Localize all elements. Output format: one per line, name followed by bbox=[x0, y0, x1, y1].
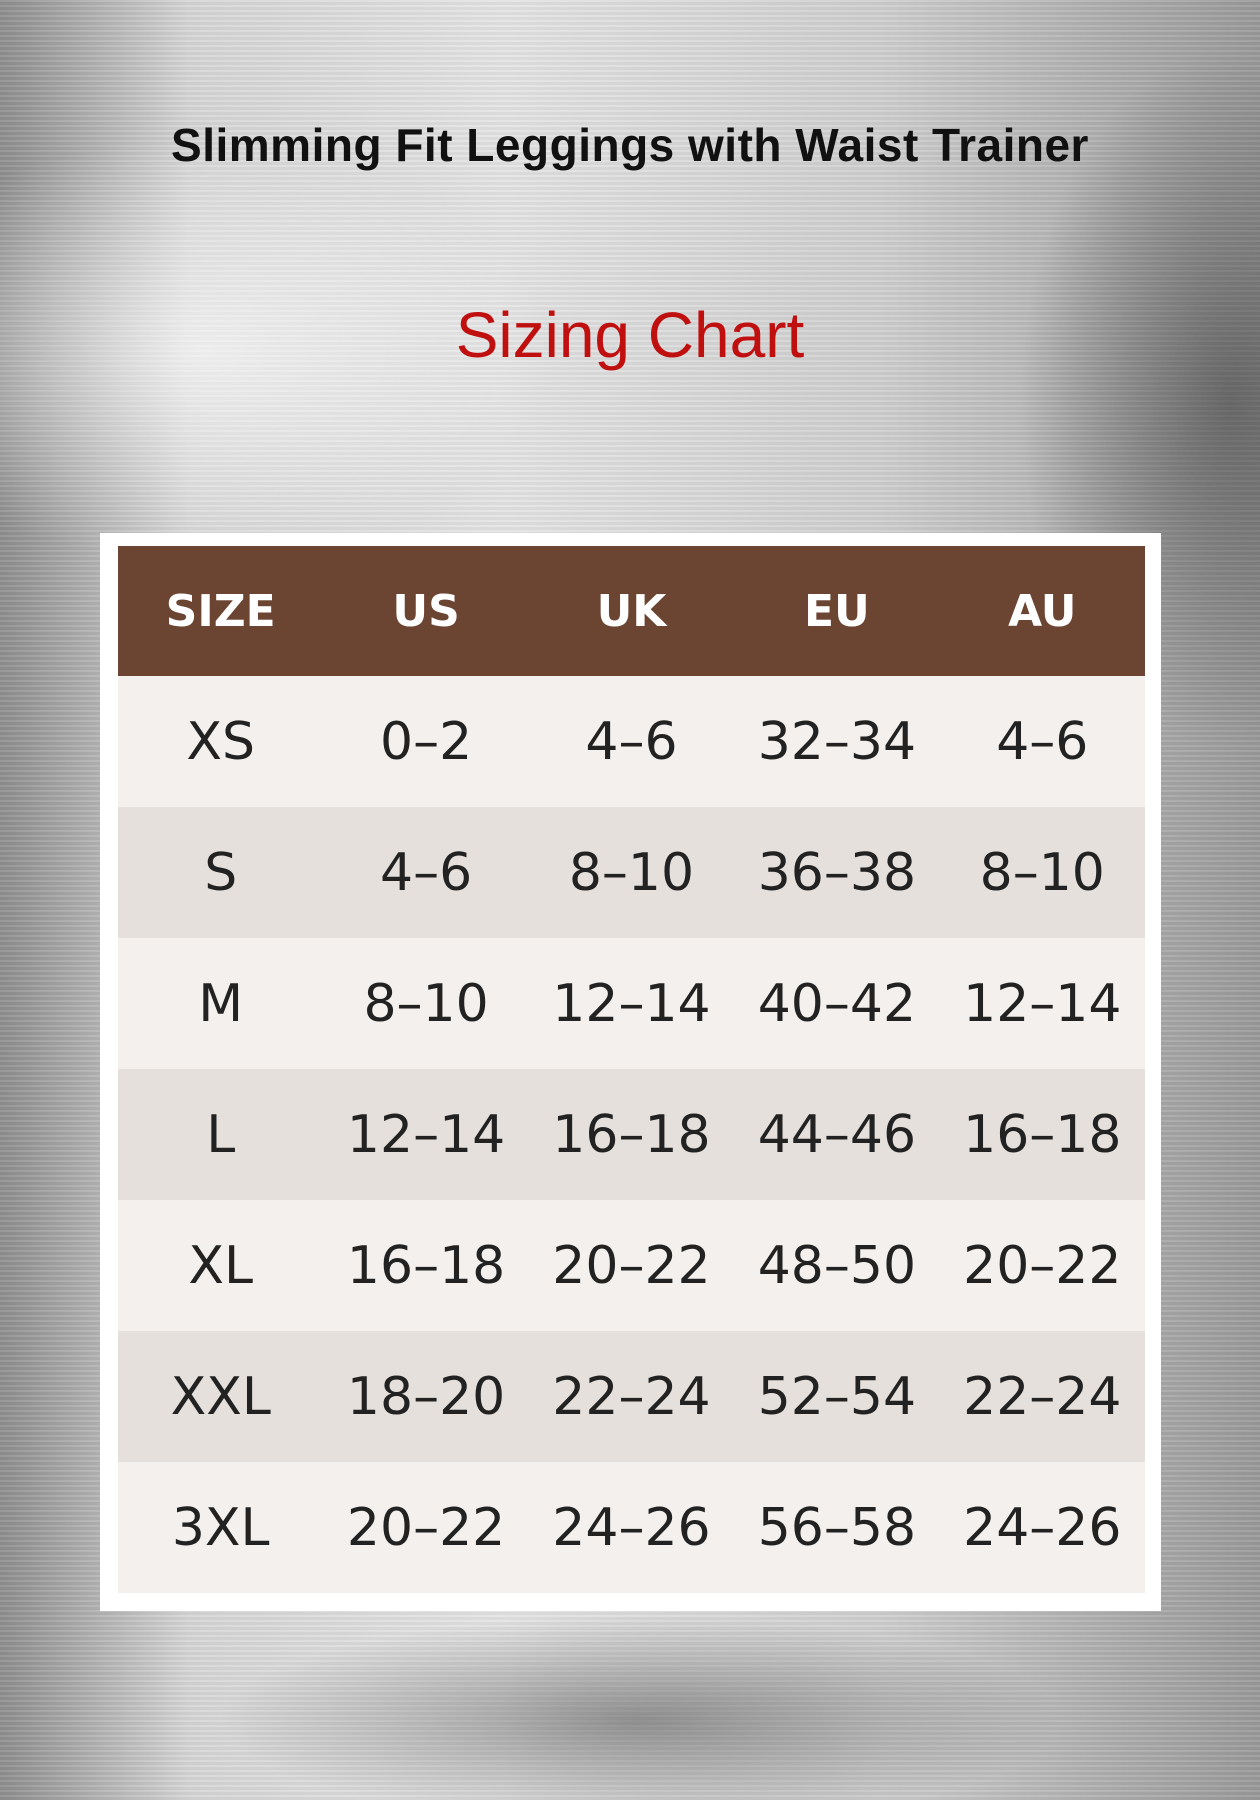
cell-size: XL bbox=[118, 1200, 324, 1331]
size-table: SIZE US UK EU AU XS 0–2 4–6 32–34 4–6 S 4–6 8–1… bbox=[118, 546, 1145, 1593]
cell-us: 0–2 bbox=[323, 676, 529, 807]
header-us: US bbox=[323, 546, 529, 676]
table-row: L 12–14 16–18 44–46 16–18 bbox=[118, 1069, 1145, 1200]
cell-uk: 12–14 bbox=[528, 938, 735, 1069]
cell-us: 16–18 bbox=[323, 1200, 529, 1331]
cell-us: 18–20 bbox=[323, 1331, 529, 1462]
cell-uk: 16–18 bbox=[528, 1069, 735, 1200]
cell-uk: 24–26 bbox=[528, 1462, 735, 1593]
size-table-frame: SIZE US UK EU AU XS 0–2 4–6 32–34 4–6 S 4–6 8–1… bbox=[100, 533, 1161, 1611]
cell-size: 3XL bbox=[118, 1462, 324, 1593]
cell-eu: 52–54 bbox=[734, 1331, 940, 1462]
cell-au: 16–18 bbox=[939, 1069, 1145, 1200]
cell-uk: 20–22 bbox=[528, 1200, 735, 1331]
cell-us: 8–10 bbox=[323, 938, 529, 1069]
cell-us: 4–6 bbox=[323, 807, 529, 938]
cell-eu: 32–34 bbox=[734, 676, 940, 807]
header-uk: UK bbox=[528, 546, 735, 676]
cell-uk: 4–6 bbox=[528, 676, 735, 807]
cell-au: 24–26 bbox=[939, 1462, 1145, 1593]
cell-us: 12–14 bbox=[323, 1069, 529, 1200]
header-row: SIZE US UK EU AU bbox=[118, 546, 1145, 676]
table-row: M 8–10 12–14 40–42 12–14 bbox=[118, 938, 1145, 1069]
cell-uk: 8–10 bbox=[528, 807, 735, 938]
cell-size: XXL bbox=[118, 1331, 324, 1462]
header-au: AU bbox=[939, 546, 1145, 676]
table-row: XL 16–18 20–22 48–50 20–22 bbox=[118, 1200, 1145, 1331]
cell-eu: 44–46 bbox=[734, 1069, 940, 1200]
cell-au: 4–6 bbox=[939, 676, 1145, 807]
cell-eu: 48–50 bbox=[734, 1200, 940, 1331]
cell-uk: 22–24 bbox=[528, 1331, 735, 1462]
cell-eu: 40–42 bbox=[734, 938, 940, 1069]
cell-au: 8–10 bbox=[939, 807, 1145, 938]
table-row: 3XL 20–22 24–26 56–58 24–26 bbox=[118, 1462, 1145, 1593]
cell-au: 20–22 bbox=[939, 1200, 1145, 1331]
cell-size: L bbox=[118, 1069, 324, 1200]
table-row: XS 0–2 4–6 32–34 4–6 bbox=[118, 676, 1145, 807]
cell-eu: 56–58 bbox=[734, 1462, 940, 1593]
cell-size: XS bbox=[118, 676, 324, 807]
cell-size: M bbox=[118, 938, 324, 1069]
product-title: Slimming Fit Leggings with Waist Trainer bbox=[171, 119, 1089, 171]
cell-au: 12–14 bbox=[939, 938, 1145, 1069]
cell-eu: 36–38 bbox=[734, 807, 940, 938]
header-size: SIZE bbox=[118, 546, 324, 676]
table-row: S 4–6 8–10 36–38 8–10 bbox=[118, 807, 1145, 938]
header-eu: EU bbox=[734, 546, 940, 676]
chart-heading: Sizing Chart bbox=[455, 299, 805, 371]
table-row: XXL 18–20 22–24 52–54 22–24 bbox=[118, 1331, 1145, 1462]
cell-size: S bbox=[118, 807, 324, 938]
cell-au: 22–24 bbox=[939, 1331, 1145, 1462]
cell-us: 20–22 bbox=[323, 1462, 529, 1593]
